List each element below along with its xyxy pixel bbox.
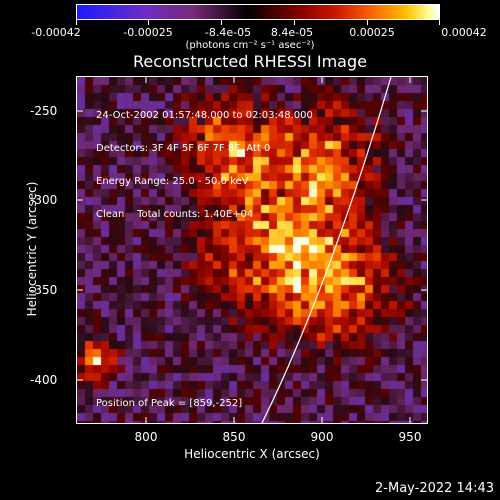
timestamp: 2-May-2022 14:43: [375, 481, 494, 496]
annotation-detectors: Detectors: 3F 4F 5F 6F 7F 8F, Att 0: [96, 143, 271, 154]
y-tick-label: -350: [30, 283, 58, 297]
x-tick-label: 850: [222, 430, 246, 444]
y-tick-label: -400: [30, 373, 58, 387]
colorbar-tick: [294, 20, 295, 25]
colorbar-tick: [148, 20, 149, 25]
x-tick-label: 900: [310, 430, 334, 444]
annotation-clean: Clean Total counts: 1.40E+04: [96, 209, 254, 220]
rhessi-heatmap: [77, 77, 427, 423]
limb-overlay: [261, 77, 392, 423]
image-plot: 24-Oct-2002 01:57:48.000 to 02:03:48.000…: [76, 76, 428, 424]
annotation-time-range: 24-Oct-2002 01:57:48.000 to 02:03:48.000: [96, 110, 313, 121]
peak-position: Position of Peak = [859,-252]: [96, 398, 243, 409]
solar-limb-line: [261, 77, 392, 423]
colorbar-label: 0.00025: [349, 26, 395, 39]
colorbar-tick: [439, 20, 440, 25]
colorbar-label: -0.00042: [31, 26, 81, 39]
plot-title: Reconstructed RHESSI Image: [133, 52, 367, 71]
colorbar-tick: [367, 20, 368, 25]
y-tick-label: -300: [30, 193, 58, 207]
colorbar-label: -0.00025: [123, 26, 173, 39]
x-axis-label: Heliocentric X (arcsec): [184, 447, 320, 461]
colorbar-label: 8.4e-05: [270, 26, 314, 39]
colorbar-units: (photons cm⁻² s⁻¹ asec⁻²): [185, 40, 315, 51]
y-tick-label: -250: [30, 104, 58, 118]
colorbar-tick: [76, 20, 77, 25]
colorbar-label: 0.00042: [441, 26, 487, 39]
colorbar-tick: [221, 20, 222, 25]
colorbar: [76, 4, 440, 20]
colorbar-label: -8.4e-05: [204, 26, 252, 39]
x-tick-label: 950: [398, 430, 422, 444]
annotation-energy: Energy Range: 25.0 - 50.0 keV: [96, 176, 249, 187]
y-axis-label: Heliocentric Y (arcsec): [25, 181, 39, 317]
image-annotation: 24-Oct-2002 01:57:48.000 to 02:03:48.000…: [96, 88, 313, 242]
x-tick-label: 800: [134, 430, 158, 444]
